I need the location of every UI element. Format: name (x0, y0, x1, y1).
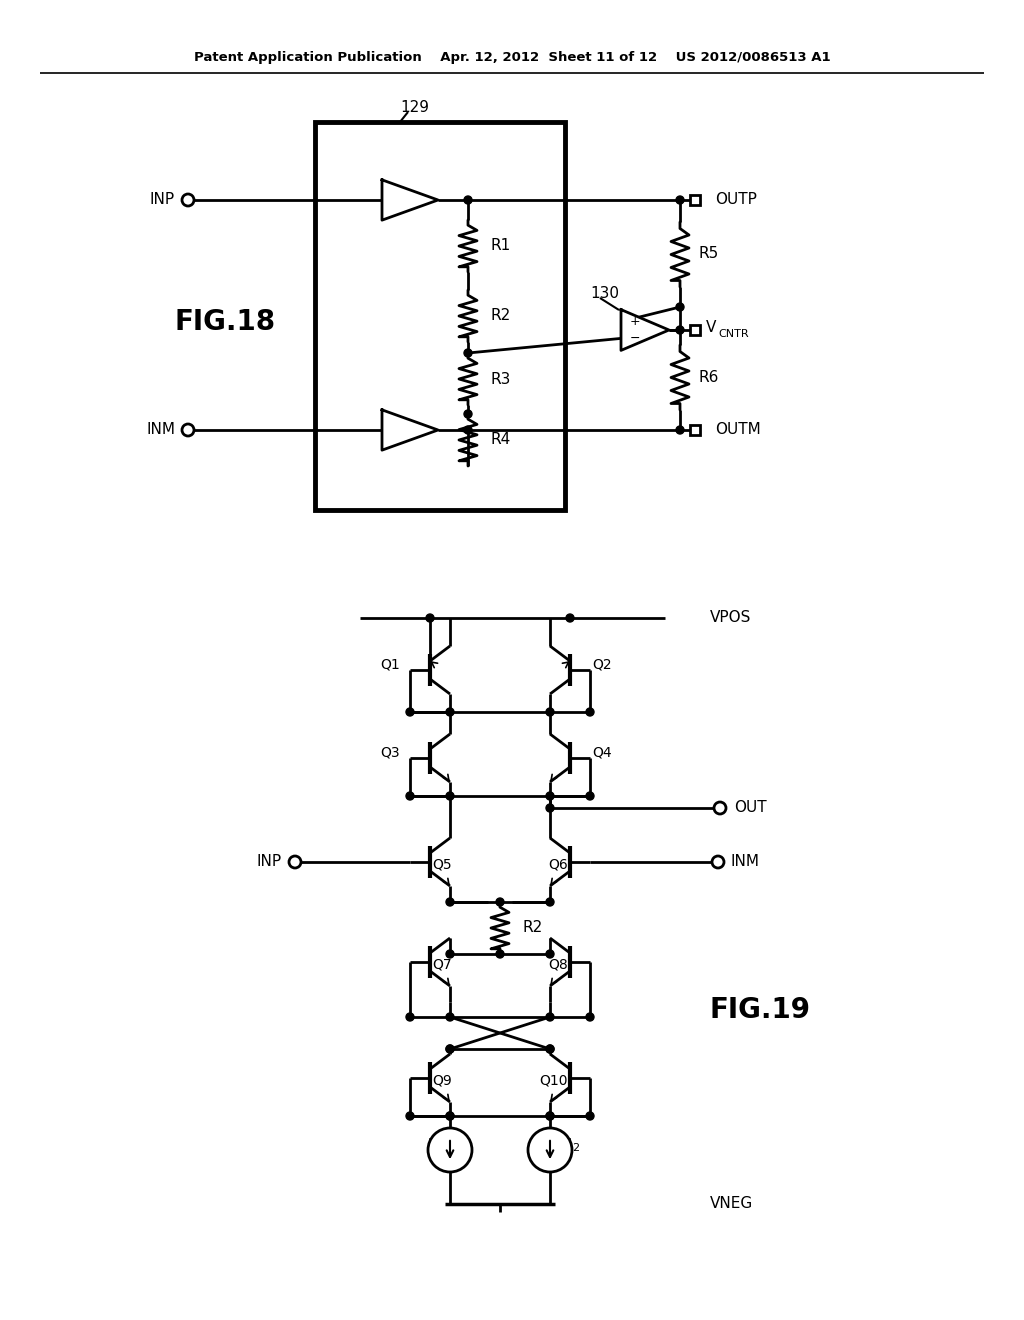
Circle shape (464, 195, 472, 205)
Circle shape (586, 1012, 594, 1020)
Text: R3: R3 (490, 372, 510, 388)
Circle shape (676, 195, 684, 205)
Circle shape (464, 348, 472, 356)
Text: INP: INP (257, 854, 282, 870)
Text: I: I (428, 1137, 432, 1151)
Text: −: − (630, 331, 640, 345)
Bar (690, 425, 700, 436)
Circle shape (546, 792, 554, 800)
Circle shape (546, 1045, 554, 1053)
Circle shape (676, 326, 684, 334)
Text: +: + (630, 315, 640, 329)
Text: Q2: Q2 (592, 657, 611, 672)
Text: R5: R5 (698, 247, 718, 261)
Circle shape (496, 950, 504, 958)
Circle shape (712, 855, 724, 869)
Circle shape (464, 426, 472, 434)
Text: Q4: Q4 (592, 746, 611, 760)
Text: Patent Application Publication    Apr. 12, 2012  Sheet 11 of 12    US 2012/00865: Patent Application Publication Apr. 12, … (194, 51, 830, 65)
Text: 2: 2 (572, 1143, 580, 1152)
Circle shape (546, 1045, 554, 1053)
Circle shape (446, 708, 454, 715)
Bar (315, 121, 565, 510)
Text: Q9: Q9 (432, 1074, 452, 1088)
Circle shape (676, 426, 684, 434)
Circle shape (586, 792, 594, 800)
Text: INM: INM (146, 422, 175, 437)
Circle shape (546, 1012, 554, 1020)
Text: VPOS: VPOS (710, 610, 752, 626)
Text: Q6: Q6 (548, 858, 568, 873)
Circle shape (546, 950, 554, 958)
Text: R2: R2 (490, 309, 510, 323)
Circle shape (496, 898, 504, 906)
Text: INM: INM (730, 854, 759, 870)
Text: R4: R4 (490, 433, 510, 447)
Text: I: I (568, 1137, 572, 1151)
Text: Q7: Q7 (432, 958, 452, 972)
Circle shape (446, 950, 454, 958)
Text: FIG.19: FIG.19 (710, 997, 811, 1024)
Circle shape (566, 614, 574, 622)
Circle shape (464, 411, 472, 418)
Circle shape (586, 1111, 594, 1119)
Text: Q3: Q3 (380, 746, 400, 760)
Text: Q1: Q1 (380, 657, 400, 672)
Circle shape (446, 1111, 454, 1119)
Text: R2: R2 (522, 920, 543, 936)
Circle shape (546, 708, 554, 715)
Circle shape (446, 1045, 454, 1053)
Circle shape (446, 1045, 454, 1053)
Circle shape (546, 804, 554, 812)
Circle shape (446, 1012, 454, 1020)
Circle shape (406, 792, 414, 800)
Circle shape (676, 304, 684, 312)
Circle shape (546, 1111, 554, 1119)
Circle shape (714, 803, 726, 814)
Circle shape (426, 614, 434, 622)
Text: R1: R1 (490, 239, 510, 253)
Text: R6: R6 (698, 370, 719, 384)
Circle shape (406, 1111, 414, 1119)
Circle shape (528, 1129, 572, 1172)
Circle shape (182, 194, 194, 206)
Polygon shape (382, 409, 438, 450)
Circle shape (546, 898, 554, 906)
Text: Q5: Q5 (432, 858, 452, 873)
Circle shape (446, 898, 454, 906)
Circle shape (446, 792, 454, 800)
Circle shape (289, 855, 301, 869)
Text: OUTM: OUTM (715, 422, 761, 437)
Text: Q10: Q10 (540, 1074, 568, 1088)
Text: 130: 130 (590, 286, 618, 301)
Bar (690, 325, 700, 335)
Circle shape (406, 708, 414, 715)
Circle shape (182, 424, 194, 436)
Text: FIG.18: FIG.18 (174, 308, 275, 337)
Text: Q8: Q8 (548, 958, 568, 972)
Circle shape (586, 708, 594, 715)
Text: 1: 1 (440, 1143, 447, 1152)
Circle shape (406, 1012, 414, 1020)
Text: 129: 129 (400, 100, 429, 116)
Circle shape (428, 1129, 472, 1172)
Text: V: V (706, 321, 717, 335)
Text: VNEG: VNEG (710, 1196, 754, 1212)
Polygon shape (621, 310, 669, 350)
Text: OUT: OUT (734, 800, 767, 816)
Bar (690, 195, 700, 205)
Text: OUTP: OUTP (715, 193, 757, 207)
Polygon shape (382, 180, 438, 220)
Text: INP: INP (150, 193, 175, 207)
Text: CNTR: CNTR (718, 329, 749, 339)
Circle shape (446, 1111, 454, 1119)
Circle shape (546, 1111, 554, 1119)
